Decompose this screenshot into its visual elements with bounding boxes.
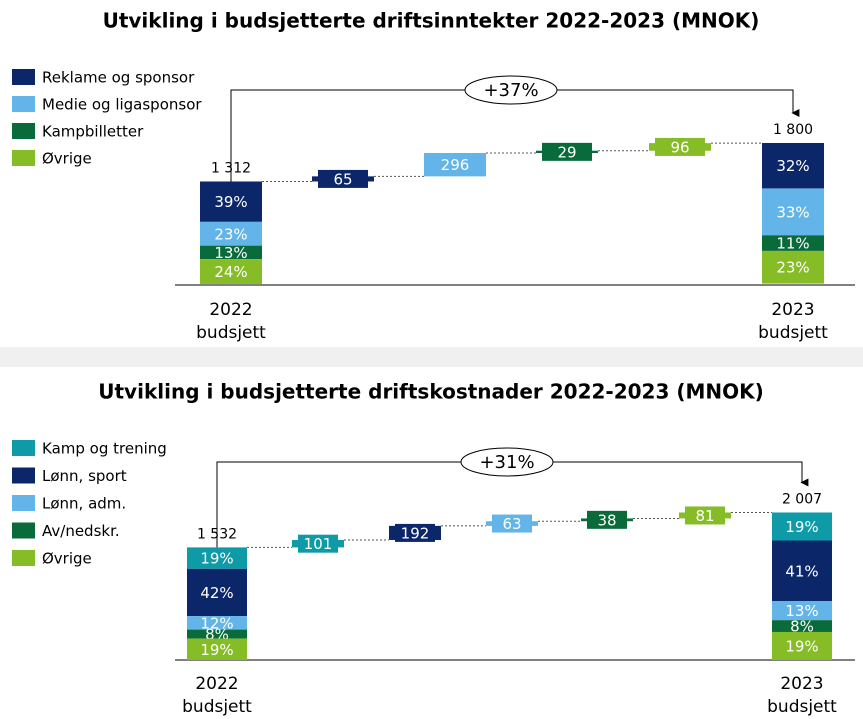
step-label-box (395, 523, 435, 542)
category-label: 2023 (771, 300, 814, 320)
segment-label: 41% (785, 562, 818, 580)
category-label: 2023 (780, 674, 823, 694)
step-label-box (655, 137, 705, 156)
legend-label: Kampbilletter (42, 123, 144, 141)
bar-segment (772, 512, 832, 541)
legend-swatch (12, 440, 35, 456)
segment-label: 32% (776, 157, 809, 175)
change-bubble (464, 75, 558, 105)
step-label: 81 (695, 507, 714, 525)
category-sublabel: budsjett (758, 323, 828, 343)
change-label: +37% (483, 80, 538, 101)
segment-label: 23% (776, 259, 809, 277)
segment-label: 39% (214, 193, 247, 211)
step-label: 63 (502, 515, 521, 533)
category-label: 2022 (209, 300, 252, 320)
segment-label: 11% (776, 235, 809, 253)
bar-segment (200, 259, 262, 284)
total-label: 1 800 (773, 122, 813, 138)
step-label: 296 (441, 156, 470, 174)
step-label: 38 (597, 511, 616, 529)
segment-label: 13% (785, 602, 818, 620)
step-label-box (492, 514, 532, 533)
bar-segment (762, 188, 824, 236)
bar-segment (762, 235, 824, 251)
step-label-box (430, 155, 480, 174)
bar-segment (762, 142, 824, 189)
step-label: 192 (401, 524, 430, 542)
legend-label: Lønn, sport (42, 467, 127, 485)
segment-label: 33% (776, 203, 809, 221)
legend-label: Øvrige (42, 550, 92, 568)
legend-swatch (12, 69, 35, 85)
segment-label: 12% (200, 614, 233, 632)
legend-swatch (12, 150, 35, 166)
legend-label: Medie og ligasponsor (42, 96, 202, 114)
step-label: 29 (557, 143, 576, 161)
category-sublabel: budsjett (196, 323, 266, 343)
step-label: 96 (670, 138, 689, 156)
chart-title: Utvikling i budsjetterte driftsinntekter… (103, 9, 760, 33)
legend-label: Lønn, adm. (42, 495, 126, 513)
bar-segment (772, 631, 832, 660)
segment-label: 24% (214, 263, 247, 281)
change-bubble (460, 447, 554, 477)
step-label-box (587, 510, 627, 529)
bar-segment (200, 221, 262, 246)
legend-swatch (12, 96, 35, 112)
legend-swatch (12, 550, 35, 566)
bar-segment (187, 629, 247, 639)
category-sublabel: budsjett (182, 697, 252, 717)
step-label: 101 (304, 535, 333, 553)
segment-label: 42% (200, 584, 233, 602)
legend-label: Kamp og trening (42, 440, 167, 458)
bar-segment (200, 181, 262, 222)
legend-swatch (12, 522, 35, 539)
segment-label: 13% (214, 244, 247, 262)
step-label: 65 (333, 170, 352, 188)
legend-swatch (12, 467, 35, 484)
legend-swatch (12, 495, 35, 511)
step-label-box (685, 506, 725, 525)
chart-title: Utvikling i budsjetterte driftskostnader… (98, 380, 764, 404)
bar-segment (772, 620, 832, 632)
legend-label: Øvrige (42, 150, 92, 168)
bar-segment (187, 616, 247, 630)
bar-segment (187, 547, 247, 569)
bar-segment (772, 540, 832, 601)
separator (0, 347, 863, 367)
bar-segment (772, 600, 832, 621)
step-label-box (542, 142, 592, 161)
legend-swatch (12, 123, 35, 139)
bar-segment (187, 638, 247, 660)
bar-segment (762, 250, 824, 284)
step-label-box (318, 169, 368, 188)
segment-label: 19% (200, 641, 233, 659)
segment-label: 19% (785, 518, 818, 536)
category-label: 2022 (195, 674, 238, 694)
legend-label: Reklame og sponsor (42, 69, 195, 87)
change-label: +31% (479, 452, 534, 473)
total-label: 2 007 (782, 491, 822, 507)
category-sublabel: budsjett (767, 697, 837, 717)
segment-label: 19% (200, 550, 233, 568)
segment-label: 8% (790, 618, 814, 636)
step-label-box (298, 534, 338, 553)
bar-segment (187, 568, 247, 617)
legend-label: Av/nedskr. (42, 522, 120, 540)
bar-segment (200, 245, 262, 260)
segment-label: 23% (214, 225, 247, 243)
segment-label: 19% (785, 637, 818, 655)
